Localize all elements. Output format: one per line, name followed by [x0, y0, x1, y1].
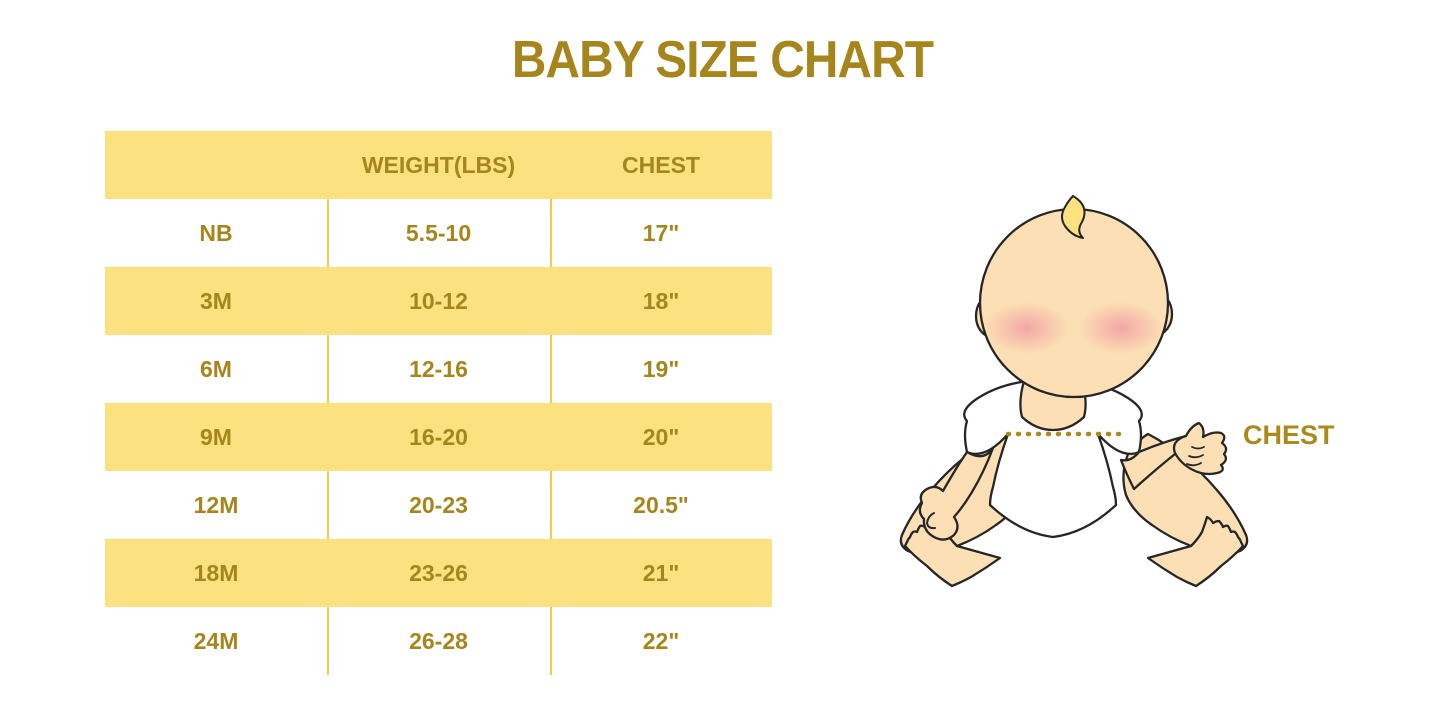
svg-text:CHEST: CHEST	[1243, 420, 1335, 450]
